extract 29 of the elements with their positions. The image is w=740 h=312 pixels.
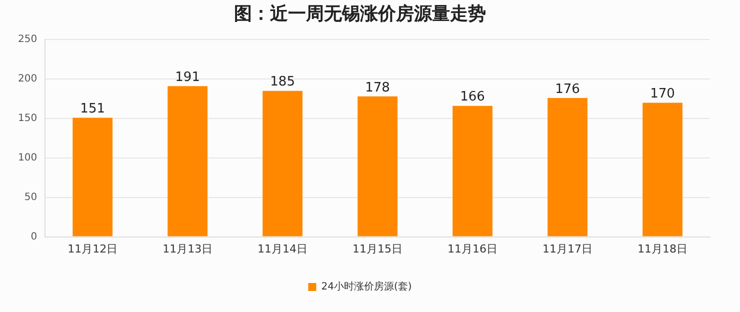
bar: [168, 86, 208, 236]
bar: [642, 102, 682, 236]
legend-label: 24小时涨价房源(套): [321, 280, 412, 293]
y-tick-label: 50: [24, 192, 38, 203]
y-tick-label: 150: [18, 113, 38, 124]
x-tick-label: 11月18日: [638, 242, 688, 256]
y-tick-label: 0: [30, 231, 38, 242]
x-tick-label: 11月17日: [542, 242, 593, 256]
x-tick-label: 11月12日: [68, 242, 118, 256]
x-tick-label: 11月16日: [448, 242, 498, 256]
bar: [72, 118, 113, 236]
x-tick-label: 11月14日: [258, 242, 308, 256]
data-label: 166: [460, 90, 485, 105]
x-tick-label: 11月13日: [162, 242, 213, 256]
data-label: 185: [270, 74, 295, 90]
data-label: 170: [650, 86, 675, 102]
y-tick-label: 250: [18, 34, 38, 46]
bar: [452, 106, 492, 236]
y-tick-label: 100: [18, 152, 38, 164]
chart-title: 图：近一周无锡涨价房源量走势: [234, 3, 486, 24]
bar: [548, 98, 588, 236]
data-label: 191: [175, 70, 200, 86]
x-tick-label: 11月15日: [352, 242, 403, 256]
data-label: 176: [555, 82, 580, 97]
data-label: 178: [365, 80, 390, 96]
data-label: 151: [80, 102, 105, 117]
bar: [358, 96, 398, 236]
bar: [262, 90, 303, 236]
y-tick-label: 200: [18, 74, 38, 85]
